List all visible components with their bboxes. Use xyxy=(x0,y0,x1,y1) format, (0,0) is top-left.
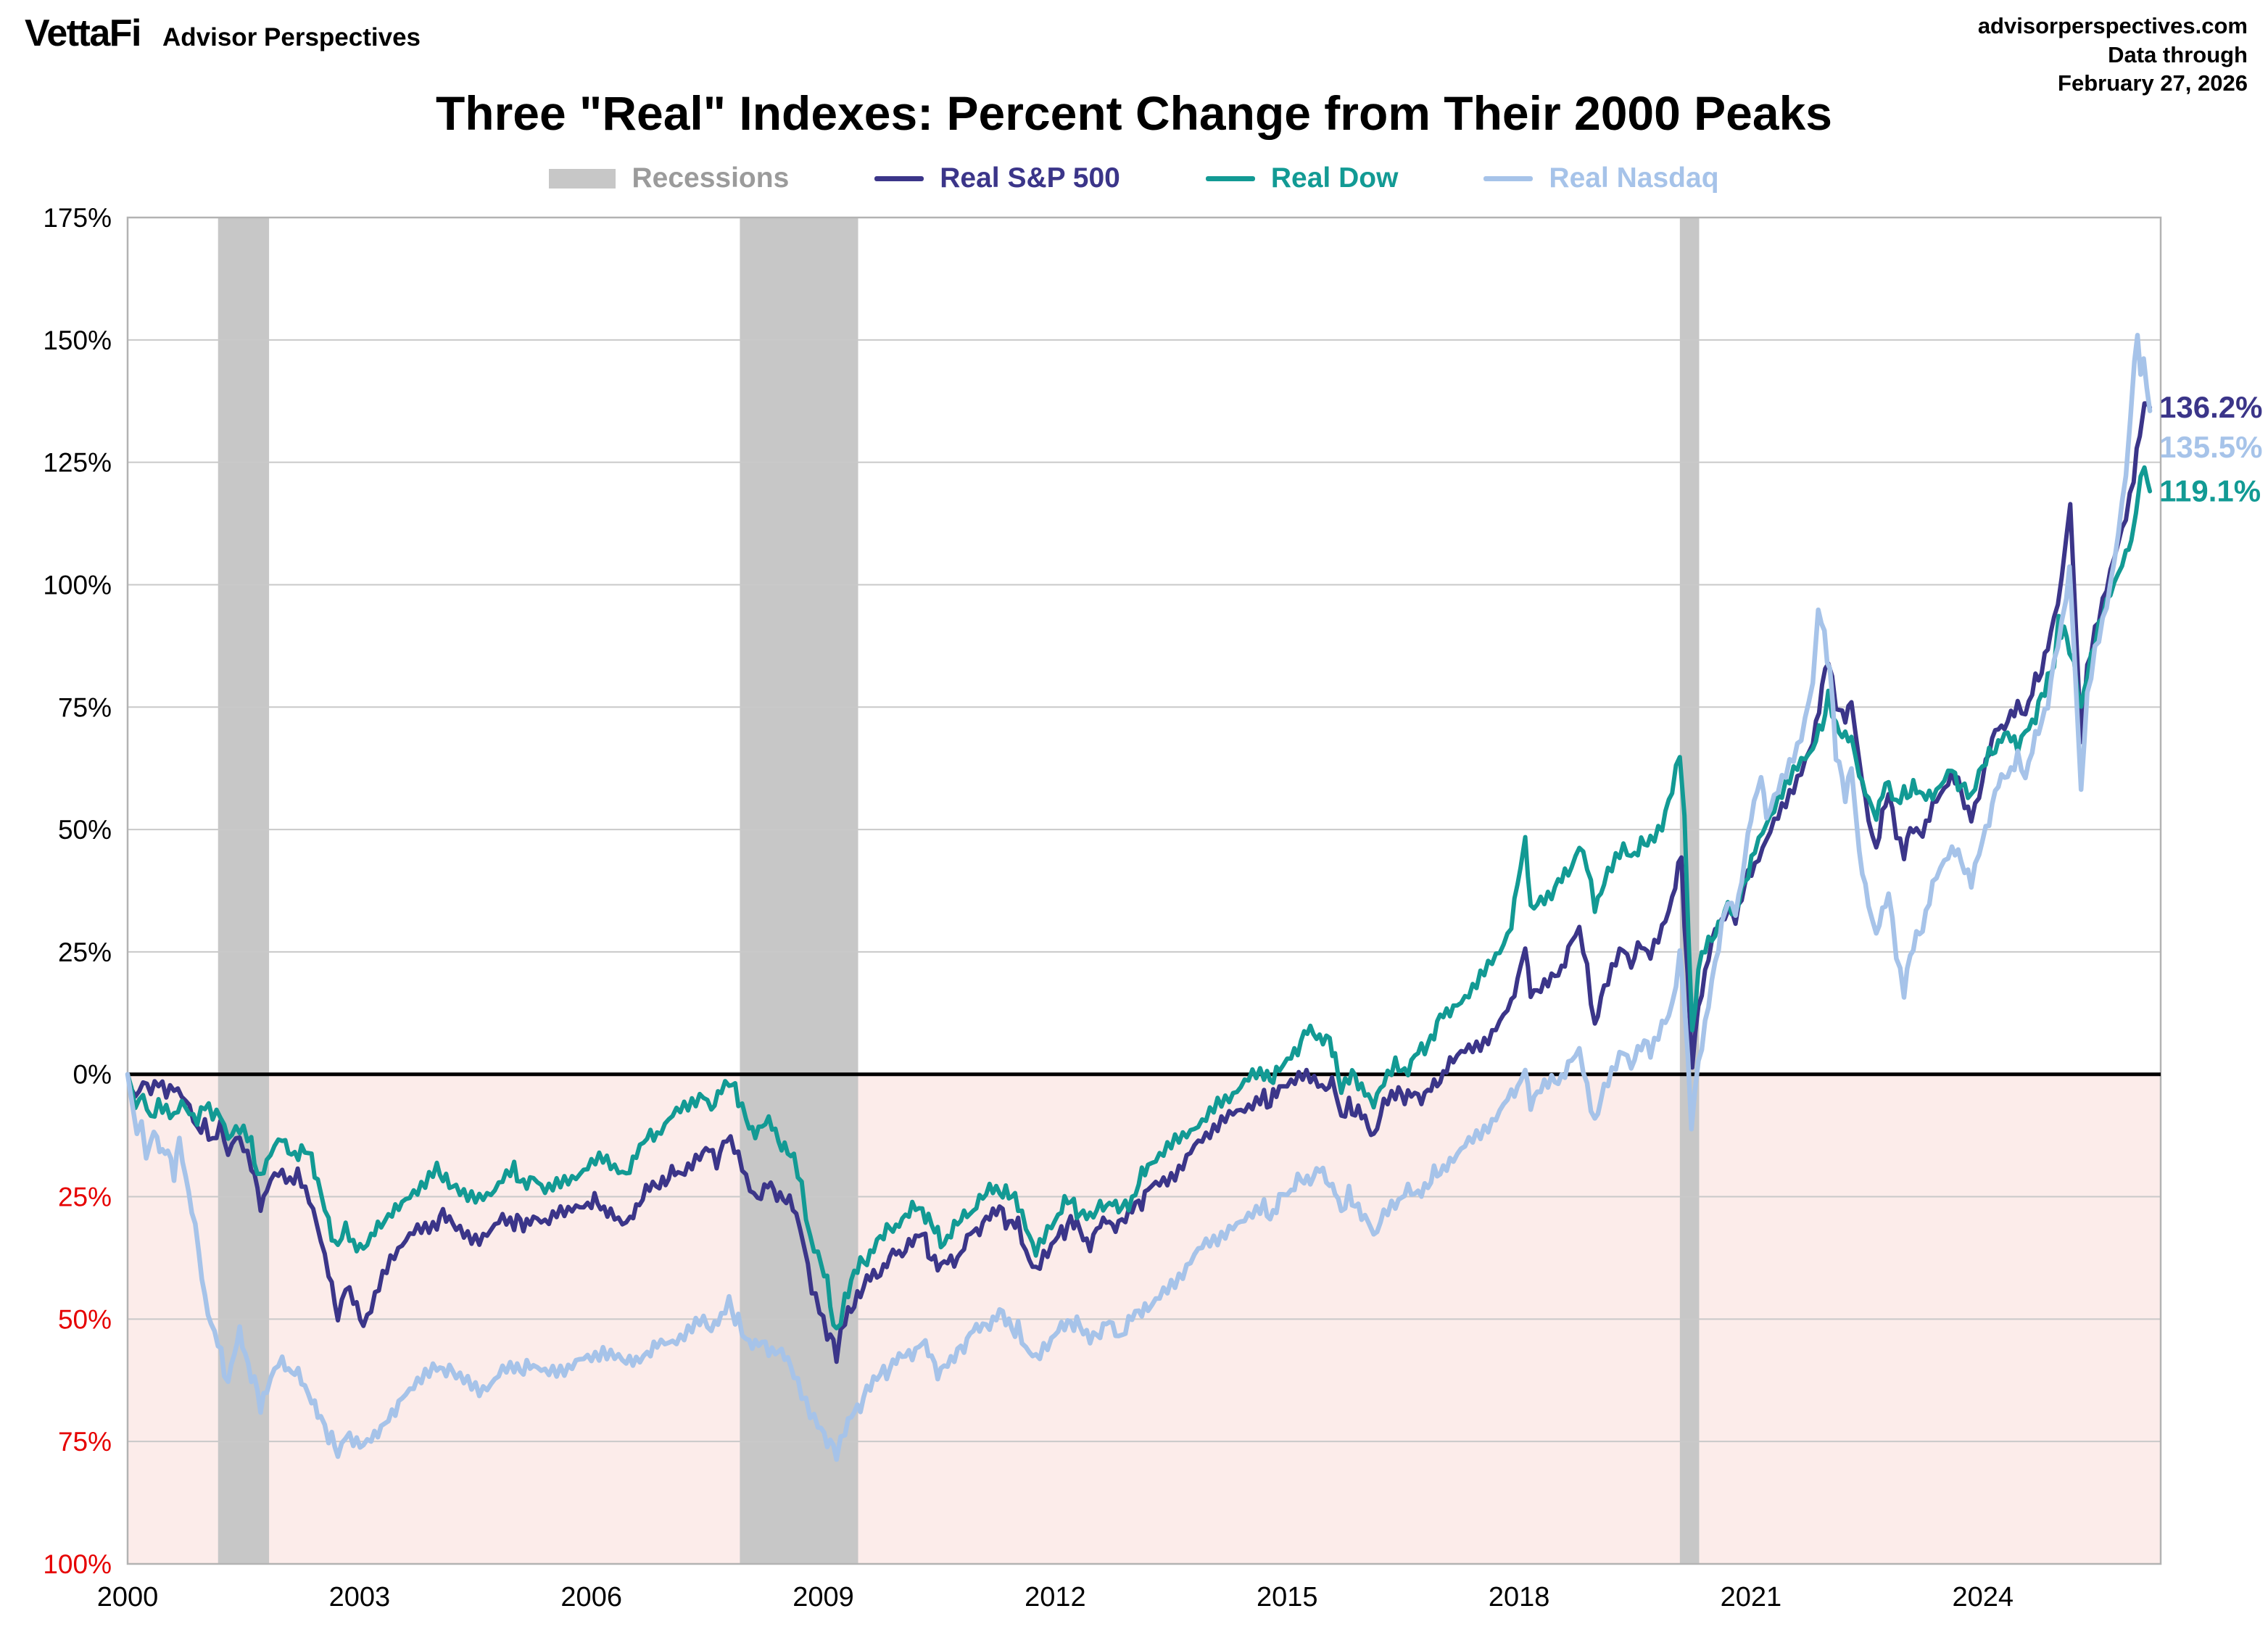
source-info: advisorperspectives.com Data through Feb… xyxy=(1978,12,2248,98)
real-nasdaq-line xyxy=(125,333,2153,1462)
nasdaq-line-swatch xyxy=(1483,175,1534,181)
legend-label-recessions: Recessions xyxy=(632,162,790,194)
vettafi-logo-text: VettaFi xyxy=(25,12,142,54)
source-site: advisorperspectives.com xyxy=(1977,13,2248,38)
y-tick-label: 25% xyxy=(58,1183,112,1212)
x-tick-label: 2009 xyxy=(792,1582,854,1612)
vettafi-logo: VettaFi Advisor Perspectives xyxy=(25,12,421,55)
x-tick-label: 2000 xyxy=(97,1582,159,1612)
recession-band xyxy=(740,218,858,1564)
y-tick-label: 50% xyxy=(58,815,112,845)
plot-border xyxy=(126,216,2162,1565)
y-tick-label: 100% xyxy=(43,570,112,600)
y-tick-label: 125% xyxy=(43,448,112,478)
legend-label-real-sp-500: Real S&P 500 xyxy=(940,162,1120,194)
real-dow-end-label: 119.1% xyxy=(2159,473,2261,508)
real-nasdaq-end-label: 135.5% xyxy=(2159,430,2262,464)
real-s-p-500-line xyxy=(125,401,2153,1365)
x-tick-label: 2018 xyxy=(1489,1582,1550,1612)
data-through-date: February 27, 2026 xyxy=(2058,70,2248,96)
advisor-perspectives-label: Advisor Perspectives xyxy=(162,23,421,51)
y-tick-label: 75% xyxy=(58,1427,112,1457)
y-tick-label: 25% xyxy=(58,937,112,967)
real-dow-line xyxy=(125,465,2153,1330)
real-s-p-500-end-label: 136.2% xyxy=(2159,390,2262,424)
x-tick-label: 2012 xyxy=(1025,1582,1086,1612)
x-tick-label: 2015 xyxy=(1257,1582,1318,1612)
x-tick-label: 2006 xyxy=(560,1582,622,1612)
y-tick-label: 75% xyxy=(58,692,112,722)
x-tick-label: 2021 xyxy=(1721,1582,1782,1612)
y-tick-label: 175% xyxy=(43,203,112,233)
data-through-label: Data through xyxy=(2108,41,2248,67)
top-bar: VettaFi Advisor Perspectives advisorpers… xyxy=(25,12,2248,98)
page-title: Three "Real" Indexes: Percent Change fro… xyxy=(435,86,1833,140)
legend-item-real-sp-500: Real S&P 500 xyxy=(874,162,1120,194)
x-tick-label: 2024 xyxy=(1953,1582,2014,1612)
legend: Recessions Real S&P 500 Real Dow Real Na… xyxy=(0,162,2268,194)
legend-label-real-nasdaq: Real Nasdaq xyxy=(1549,162,1719,194)
y-tick-label: 150% xyxy=(43,326,112,355)
dow-line-swatch xyxy=(1205,175,1255,181)
legend-item-real-dow: Real Dow xyxy=(1205,162,1399,194)
legend-item-real-nasdaq: Real Nasdaq xyxy=(1483,162,1719,194)
y-tick-label: 0% xyxy=(73,1060,112,1090)
y-tick-label: 50% xyxy=(58,1304,112,1334)
x-tick-label: 2003 xyxy=(329,1582,391,1612)
legend-label-real-dow: Real Dow xyxy=(1270,162,1399,194)
y-tick-label: 100% xyxy=(43,1549,112,1579)
sp500-line-swatch xyxy=(874,175,924,181)
recession-swatch xyxy=(549,168,616,189)
legend-item-recessions: Recessions xyxy=(549,162,789,194)
recession-band xyxy=(218,218,270,1564)
